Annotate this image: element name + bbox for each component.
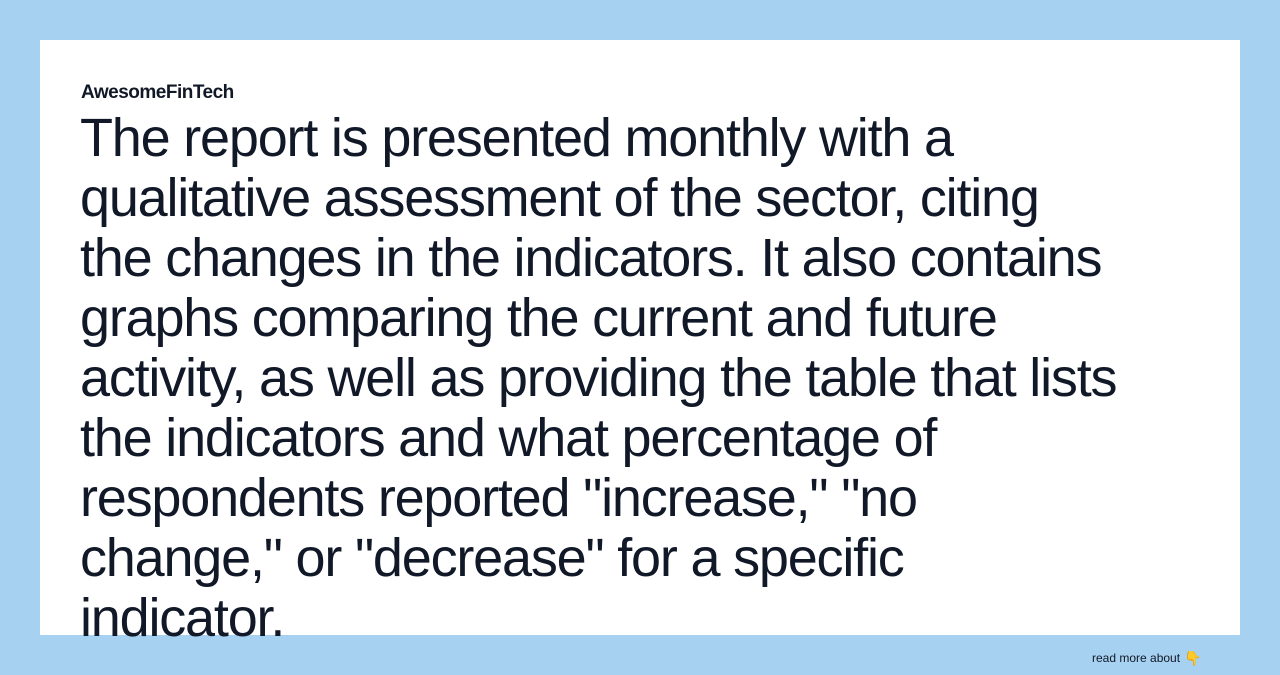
brand-name: AwesomeFinTech [81,82,234,103]
headline-line: indicator. [80,588,285,648]
headline-line: qualitative assessment of the sector, ci… [80,168,1040,228]
content-card [40,40,1240,635]
headline-line: graphs comparing the current and future [80,288,998,348]
read-more-label: read more about [1092,651,1181,665]
headline-quote: The report is presented monthly with a q… [80,108,1220,648]
headline-line: respondents reported "increase," "no [80,468,918,528]
headline-line: change," or "decrease" for a specific [80,528,905,588]
pointing-down-hand-icon: 👇 [1184,650,1202,666]
headline-line: The report is presented monthly with a [80,108,954,168]
headline-line: the changes in the indicators. It also c… [80,228,1102,288]
headline-line: the indicators and what percentage of [80,408,937,468]
read-more-link[interactable]: read more about 👇 [1092,651,1202,665]
headline-line: activity, as well as providing the table… [80,348,1118,408]
